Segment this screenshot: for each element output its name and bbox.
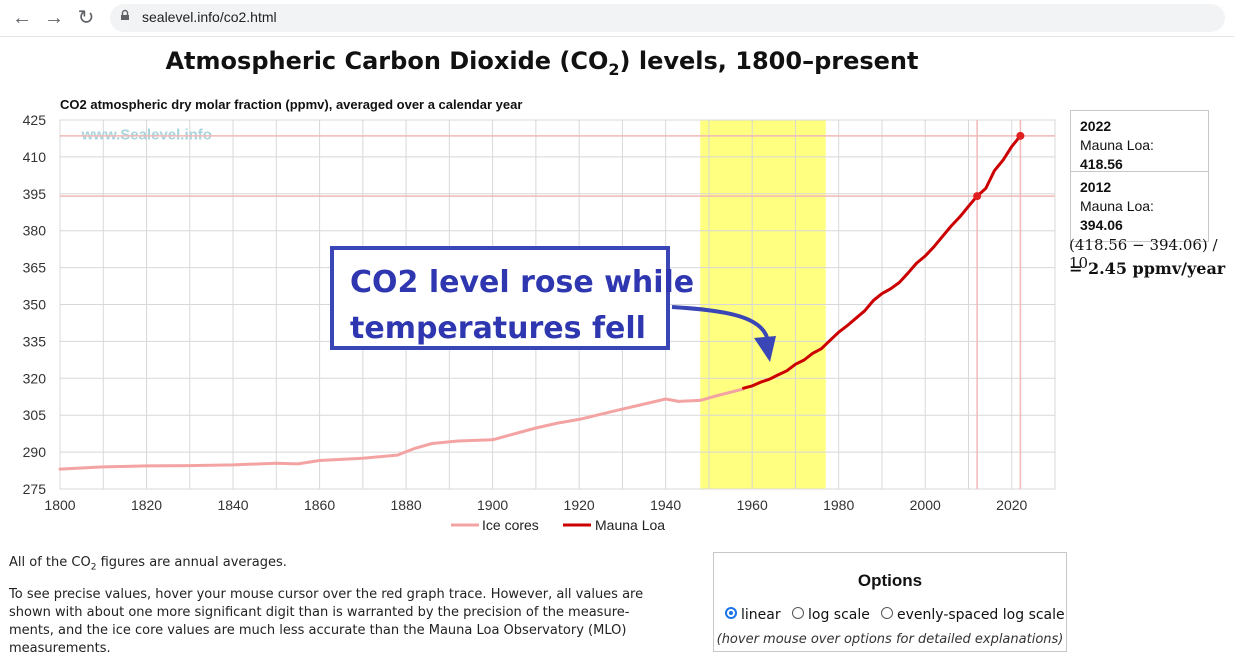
rate-calculation: (418.56 − 394.06) / 10 [1069,236,1218,272]
chart-subtitle: CO2 atmospheric dry molar fraction (ppmv… [60,97,523,112]
legend-swatch-ice-cores [451,523,479,527]
x-tick-label: 1940 [650,497,681,513]
page-title: Atmospheric Carbon Dioxide (CO2) levels,… [165,47,919,79]
annotation-line-1: CO2 level rose while [350,265,695,300]
readout-box-2012: 2012 Mauna Loa: 394.06 [1070,171,1209,242]
reload-icon[interactable]: ↻ [77,7,95,29]
address-bar[interactable] [110,4,1225,32]
options-title: Options [857,571,923,590]
y-tick-label: 425 [23,112,47,128]
back-arrow-icon[interactable]: ← [12,7,32,29]
annotation-callout: CO2 level rose while temperatures fell [330,246,695,350]
x-tick-label: 1820 [131,497,162,513]
annotation-arrowhead [754,336,776,362]
rate-result: = 2.45 ppmv/year [1069,259,1226,278]
legend-label-mauna-loa[interactable]: Mauna Loa [595,517,666,533]
y-tick-label: 335 [23,333,47,349]
forward-arrow-icon[interactable]: → [44,7,64,29]
readout-box-2022: 2022 Mauna Loa: 418.56 [1070,110,1209,181]
x-tick-label: 2020 [996,497,1027,513]
x-tick-label: 1980 [823,497,854,513]
data-point-marker [1016,131,1025,140]
options-panel: Options linear log scale evenly-spaced l… [713,552,1067,652]
x-tick-label: 1800 [44,497,75,513]
note-annual-averages: All of the CO2 figures are annual averag… [9,555,287,573]
annotation-arrow [671,305,770,343]
x-tick-label: 1840 [217,497,248,513]
y-tick-label: 395 [23,186,47,202]
x-tick-label: 1880 [391,497,422,513]
series-line-mauna-loa [742,134,1022,390]
option-log-label[interactable]: log scale [808,607,870,623]
radio-log-scale[interactable] [792,607,804,619]
note-precision: To see precise values, hover your mouse … [9,587,644,656]
x-tick-label: 2000 [910,497,941,513]
y-tick-label: 305 [23,407,47,423]
y-tick-label: 275 [23,481,47,497]
series-line-ice-cores [58,387,745,471]
data-point-marker [973,192,982,201]
legend-swatch-mauna-loa [563,523,591,527]
radio-linear[interactable] [725,607,737,619]
x-tick-label: 1960 [737,497,768,513]
y-tick-label: 410 [23,149,47,165]
radio-even-log[interactable] [881,607,893,619]
browser-toolbar: ← → ↻ sealevel.info/co2.html [0,0,1234,37]
url-text: sealevel.info/co2.html [142,9,277,25]
y-tick-label: 380 [23,223,47,239]
y-tick-label: 320 [23,370,47,386]
y-tick-label: 290 [23,444,47,460]
readout-value: 418.56 [1080,156,1123,172]
y-tick-label: 365 [23,260,47,276]
option-even-log-label[interactable]: evenly-spaced log scale [897,607,1065,623]
options-hint: (hover mouse over options for detailed e… [716,632,1064,647]
readout-year: 2012 [1080,179,1112,195]
legend-label-ice-cores[interactable]: Ice cores [482,517,539,533]
x-tick-label: 1860 [304,497,335,513]
annotation-line-2: temperatures fell [350,311,646,346]
readout-value: 394.06 [1080,217,1123,233]
x-tick-label: 1920 [564,497,595,513]
lock-icon [121,9,129,20]
readout-year: 2022 [1080,118,1112,134]
y-tick-label: 350 [23,297,47,313]
x-tick-label: 1900 [477,497,508,513]
option-linear-label[interactable]: linear [741,607,781,623]
